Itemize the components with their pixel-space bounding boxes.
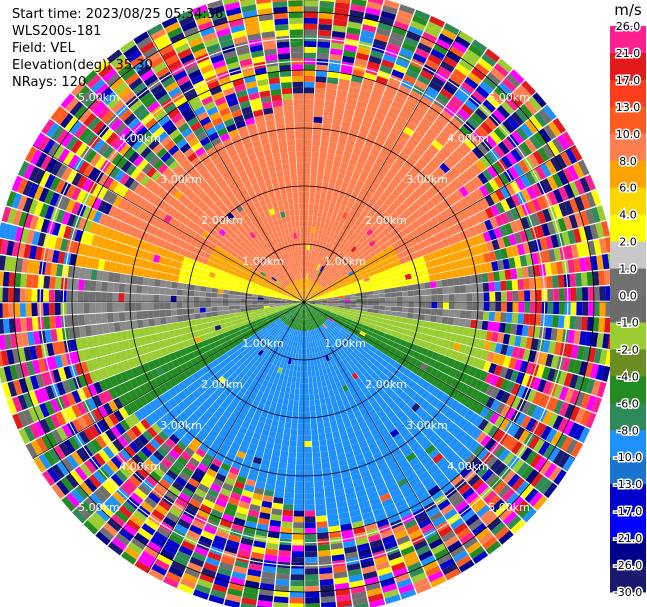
colorbar-swatch — [610, 187, 646, 216]
velocity-gates — [0, 0, 610, 607]
range-ring-label: 3.00km — [406, 419, 448, 432]
azimuth-spoke — [303, 301, 576, 459]
colorbar-tick-label: 17.0 — [616, 74, 641, 87]
range-ring-label: 3.00km — [406, 173, 448, 186]
colorbar-tick-label: 10.0 — [616, 128, 641, 141]
colorbar-swatch — [610, 457, 646, 485]
colorbar-swatch — [610, 403, 646, 431]
colorbar-tick-label: 4.0 — [619, 209, 637, 222]
azimuth-spoke — [32, 145, 305, 303]
field-label: Field: VEL — [12, 41, 75, 56]
colorbar-tick-label: 1.0 — [619, 263, 637, 276]
azimuth-spoke — [303, 145, 576, 303]
colorbar-swatch — [610, 133, 646, 162]
azimuth-spoke — [147, 301, 305, 574]
range-ring-label: 2.00km — [365, 378, 407, 391]
colorbar-swatch — [610, 511, 646, 539]
colorbar-tick-label: 2.0 — [619, 236, 637, 249]
azimuth-spoke — [303, 301, 461, 574]
colorbar-swatch — [610, 430, 646, 458]
colorbar-swatch — [610, 241, 646, 270]
colorbar-swatch — [610, 565, 646, 593]
azimuth-spoke — [32, 301, 305, 459]
colorbar-swatch — [610, 538, 646, 566]
colorbar-swatch — [610, 26, 646, 54]
range-ring-label: 1.00km — [242, 255, 284, 268]
range-ring-label: 1.00km — [324, 255, 366, 268]
colorbar-unit: m/s — [614, 1, 642, 19]
colorbar: 26.0 21.0 17.0 13.0 10.0 8.0 6.0 4.0 2.0 1.0 0.0 -1… — [610, 19, 646, 601]
azimuth-spoke — [147, 30, 305, 303]
range-ring-label: 4.00km — [447, 460, 489, 473]
colorbar-tick-label: -10.0 — [614, 451, 642, 464]
colorbar-tick-label: -8.0 — [617, 424, 638, 437]
colorbar-swatch — [610, 268, 646, 297]
colorbar-tick-label: 21.0 — [616, 47, 641, 60]
colorbar-swatch — [610, 106, 646, 135]
range-ring-label: 4.00km — [119, 132, 161, 145]
instrument-label: WLS200s-181 — [12, 24, 102, 39]
range-ring-label: 2.00km — [365, 214, 407, 227]
ppi-scan-plot: 1.00km 1.00km 1.00km 1.00km 2.00km 2.00km 2.00… — [0, 0, 610, 607]
range-ring-label: 4.00km — [447, 132, 489, 145]
range-ring-label: 3.00km — [160, 173, 202, 186]
colorbar-tick-label: -30.0 — [614, 586, 642, 599]
range-ring-label: 5.00km — [488, 91, 530, 104]
colorbar-swatch — [610, 322, 646, 350]
colorbar-tick-label: 13.0 — [616, 101, 641, 114]
colorbar-swatch — [610, 295, 646, 323]
colorbar-tick-label: -2.0 — [617, 343, 638, 356]
colorbar-swatch — [610, 53, 646, 81]
colorbar-swatch — [610, 376, 646, 404]
range-ring-label: 5.00km — [78, 91, 120, 104]
colorbar-tick-label: -1.0 — [617, 317, 638, 330]
start-time-label: Start time: 2023/08/25 05:34:36 — [12, 7, 224, 22]
colorbar-tick-label: -21.0 — [614, 532, 642, 545]
colorbar-swatch — [610, 349, 646, 377]
range-ring-label: 3.00km — [160, 419, 202, 432]
colorbar-tick-label: 0.0 — [619, 290, 637, 303]
colorbar-tick-label: -17.0 — [614, 505, 642, 518]
colorbar-tick-label: 26.0 — [616, 20, 641, 33]
range-ring-label: 1.00km — [242, 337, 284, 350]
range-ring-label: 4.00km — [119, 460, 161, 473]
range-ring-label: 2.00km — [201, 378, 243, 391]
range-ring-label: 5.00km — [488, 501, 530, 514]
elevation-label: Elevation(deg): 35.30 — [12, 58, 153, 73]
range-ring-label: 2.00km — [201, 214, 243, 227]
colorbar-swatch — [610, 160, 646, 189]
colorbar-tick-label: -6.0 — [617, 397, 638, 410]
colorbar-tick-label: -13.0 — [614, 478, 642, 491]
nrays-label: NRays: 120 — [12, 75, 87, 90]
colorbar-swatch — [610, 484, 646, 512]
colorbar-tick-label: 6.0 — [619, 182, 637, 195]
colorbar-tick-label: -26.0 — [614, 559, 642, 572]
azimuth-spoke — [303, 30, 461, 303]
colorbar-swatch — [610, 79, 646, 108]
colorbar-tick-label: -4.0 — [617, 370, 638, 383]
range-ring-label: 5.00km — [78, 501, 120, 514]
scan-info-block: Start time: 2023/08/25 05:34:36 WLS200s-… — [12, 6, 223, 91]
range-ring-label: 1.00km — [324, 337, 366, 350]
colorbar-tick-label: 8.0 — [619, 155, 637, 168]
colorbar-swatch — [610, 214, 646, 243]
